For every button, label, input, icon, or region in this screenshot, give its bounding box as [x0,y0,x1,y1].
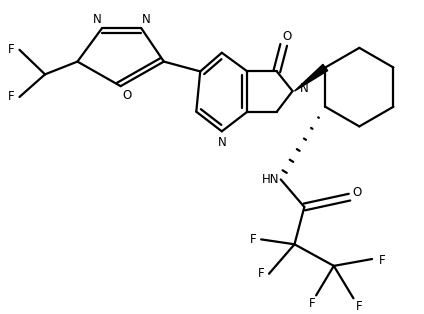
Text: O: O [122,89,131,102]
Polygon shape [295,64,328,91]
Text: N: N [218,136,226,149]
Text: F: F [250,233,257,246]
Text: F: F [8,90,15,103]
Text: F: F [356,300,363,313]
Text: N: N [93,13,101,26]
Text: F: F [379,254,385,268]
Text: F: F [309,297,315,310]
Text: N: N [142,13,151,26]
Text: O: O [282,30,291,43]
Text: HN: HN [262,173,280,186]
Text: N: N [300,82,309,95]
Text: F: F [258,267,265,280]
Text: F: F [8,43,15,56]
Text: O: O [353,186,362,199]
